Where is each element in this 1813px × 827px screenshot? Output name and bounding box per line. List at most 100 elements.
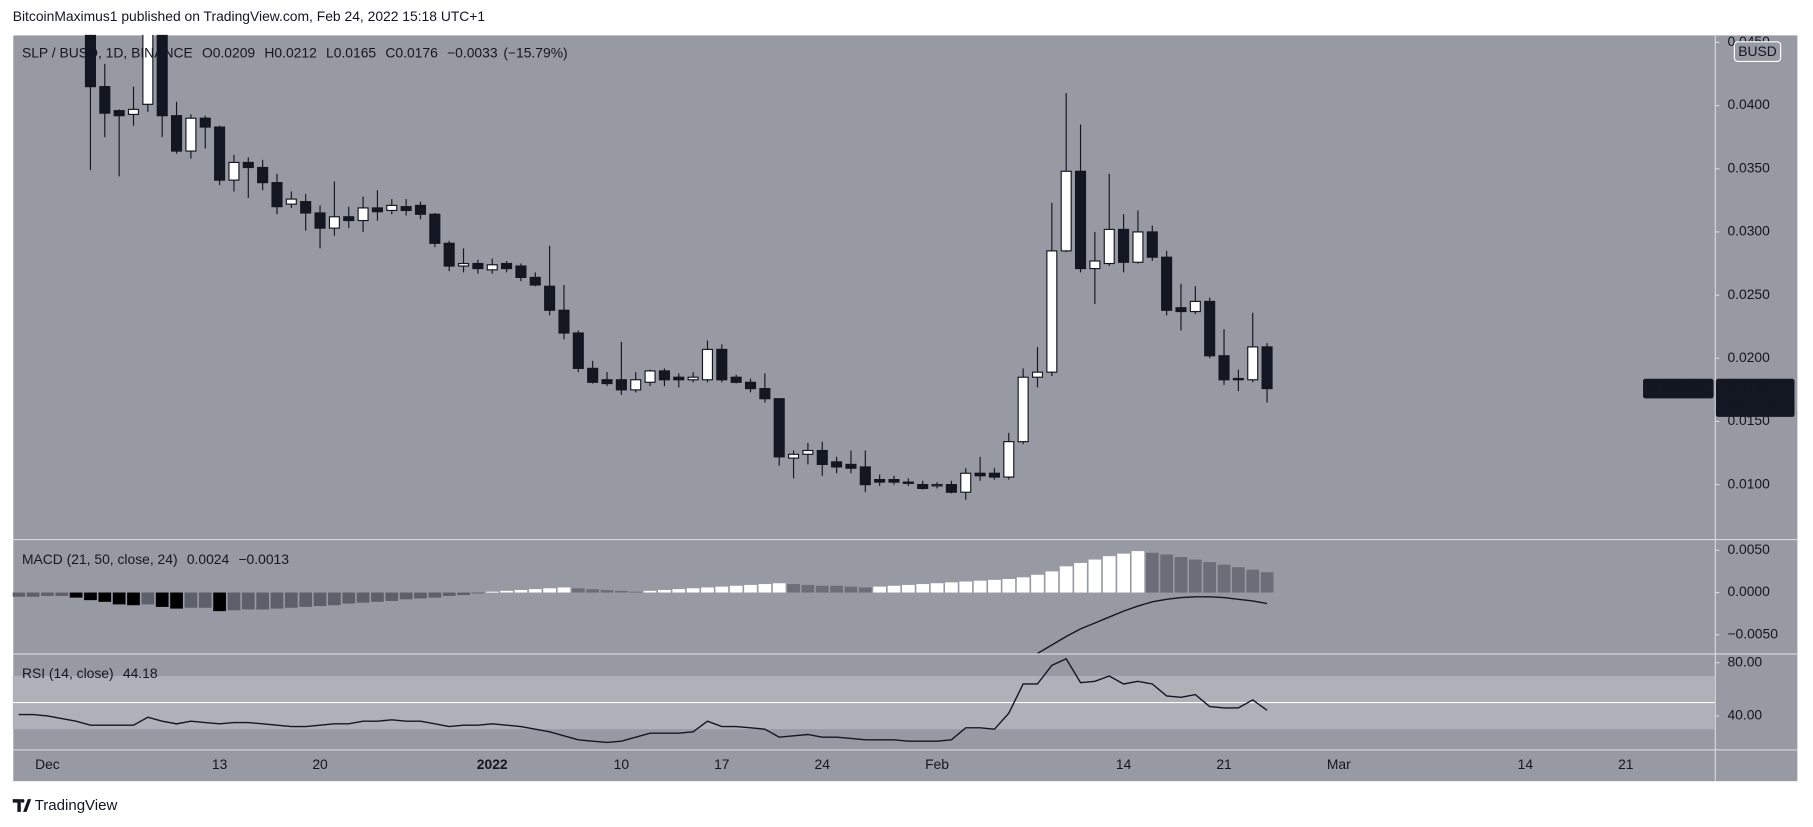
candle-body bbox=[400, 206, 412, 212]
macd-bar bbox=[270, 592, 284, 609]
candle-body bbox=[960, 472, 972, 493]
candle-body bbox=[1218, 355, 1230, 381]
candle-body bbox=[1060, 170, 1072, 252]
macd-bar bbox=[471, 592, 485, 594]
y-tick-label: 0.0250 bbox=[1727, 286, 1770, 302]
candle-body bbox=[1003, 441, 1015, 478]
macd-bar bbox=[1102, 556, 1116, 593]
y-tick-label: 0.0400 bbox=[1727, 96, 1770, 112]
macd-bar bbox=[1246, 569, 1260, 593]
macd-bar bbox=[170, 592, 183, 609]
macd-bar bbox=[69, 592, 83, 598]
candle-body bbox=[845, 463, 857, 469]
chart-area bbox=[12, 34, 1799, 783]
candle-body bbox=[386, 204, 398, 212]
candle-body bbox=[228, 161, 240, 181]
macd-bar bbox=[988, 579, 1001, 593]
macd-bar bbox=[342, 592, 356, 604]
macd-bar bbox=[1217, 564, 1231, 593]
candle-body bbox=[242, 161, 254, 169]
candle-body bbox=[1103, 228, 1115, 265]
candle-body bbox=[544, 285, 556, 311]
macd-pane bbox=[12, 551, 1274, 654]
macd-bar bbox=[399, 592, 413, 600]
candle-body bbox=[730, 376, 742, 383]
macd-bar bbox=[256, 592, 270, 610]
candle-body bbox=[486, 264, 498, 271]
macd-bar bbox=[328, 592, 341, 606]
macd-bar bbox=[428, 592, 442, 598]
candle-body bbox=[773, 398, 785, 458]
candle-body bbox=[357, 207, 369, 222]
macd-bar bbox=[198, 592, 212, 608]
candle-body bbox=[314, 212, 326, 229]
candle-body bbox=[1089, 260, 1101, 270]
macd-bar bbox=[1188, 559, 1202, 593]
candle-body bbox=[1118, 228, 1130, 263]
candle-body bbox=[443, 242, 455, 267]
macd-bar bbox=[643, 590, 657, 593]
macd-bar bbox=[356, 592, 370, 603]
candle-body bbox=[888, 478, 900, 483]
brand: TradingView bbox=[35, 797, 118, 814]
candle-body bbox=[457, 262, 470, 267]
candle-body bbox=[701, 348, 714, 381]
candle-body bbox=[113, 110, 125, 117]
macd-bar bbox=[1031, 574, 1044, 593]
macd-bar bbox=[26, 592, 40, 597]
candle-body bbox=[1189, 300, 1201, 313]
macd-bar bbox=[98, 592, 112, 602]
candle-body bbox=[414, 204, 427, 215]
x-tick-label: Feb bbox=[925, 756, 949, 772]
candle-body bbox=[1132, 231, 1144, 263]
candle-body bbox=[572, 332, 584, 369]
x-tick-label: 13 bbox=[212, 756, 228, 772]
y-tick-label: 40.00 bbox=[1727, 707, 1762, 723]
candle-body bbox=[1074, 170, 1087, 270]
legend-value: 0.0176 bbox=[395, 44, 438, 60]
macd-bar bbox=[1203, 562, 1217, 593]
candle-body bbox=[285, 198, 297, 205]
candle-body bbox=[931, 484, 943, 487]
candle-body bbox=[271, 182, 283, 208]
macd-bar bbox=[973, 580, 987, 593]
macd-bar bbox=[127, 592, 140, 606]
footer: TradingView bbox=[12, 797, 118, 814]
macd-bar bbox=[514, 590, 528, 593]
macd-value: 0.0024 bbox=[187, 550, 230, 566]
brand-logo bbox=[12, 799, 32, 812]
y-tick-label: 0.0350 bbox=[1727, 159, 1770, 175]
candle-body bbox=[630, 379, 642, 391]
macd-line bbox=[1037, 596, 1268, 654]
candle-body bbox=[1017, 376, 1029, 443]
candle-body bbox=[744, 381, 757, 390]
legend-change-pct: (−15.79%) bbox=[503, 44, 567, 60]
rsi-pane bbox=[12, 657, 1715, 744]
macd-bar bbox=[930, 583, 944, 593]
candle-body bbox=[328, 216, 340, 229]
rsi-title: RSI (14, close) bbox=[22, 665, 114, 681]
macd-bar bbox=[1160, 554, 1173, 593]
macd-bar bbox=[830, 585, 843, 593]
macd-bar bbox=[571, 588, 585, 593]
legend-key: O bbox=[202, 44, 213, 60]
macd-bar bbox=[227, 592, 241, 611]
currency-box bbox=[1733, 41, 1782, 62]
x-tick-label: Mar bbox=[1327, 756, 1351, 772]
candle-body bbox=[515, 265, 527, 278]
legend-value: 0.0212 bbox=[274, 44, 317, 60]
rsi-value: 44.18 bbox=[123, 665, 158, 681]
candle-body bbox=[1161, 256, 1173, 311]
macd-bar bbox=[758, 584, 772, 593]
candle-body bbox=[988, 472, 1000, 478]
macd-bar bbox=[959, 581, 973, 593]
candle-body bbox=[127, 108, 140, 116]
candle-body bbox=[1146, 231, 1158, 258]
macd-bar bbox=[500, 590, 513, 593]
macd-bar bbox=[772, 583, 786, 593]
macd-bar bbox=[672, 589, 686, 593]
macd-bar bbox=[141, 592, 155, 605]
macd-bar bbox=[442, 592, 456, 596]
candle-body bbox=[142, 34, 154, 105]
